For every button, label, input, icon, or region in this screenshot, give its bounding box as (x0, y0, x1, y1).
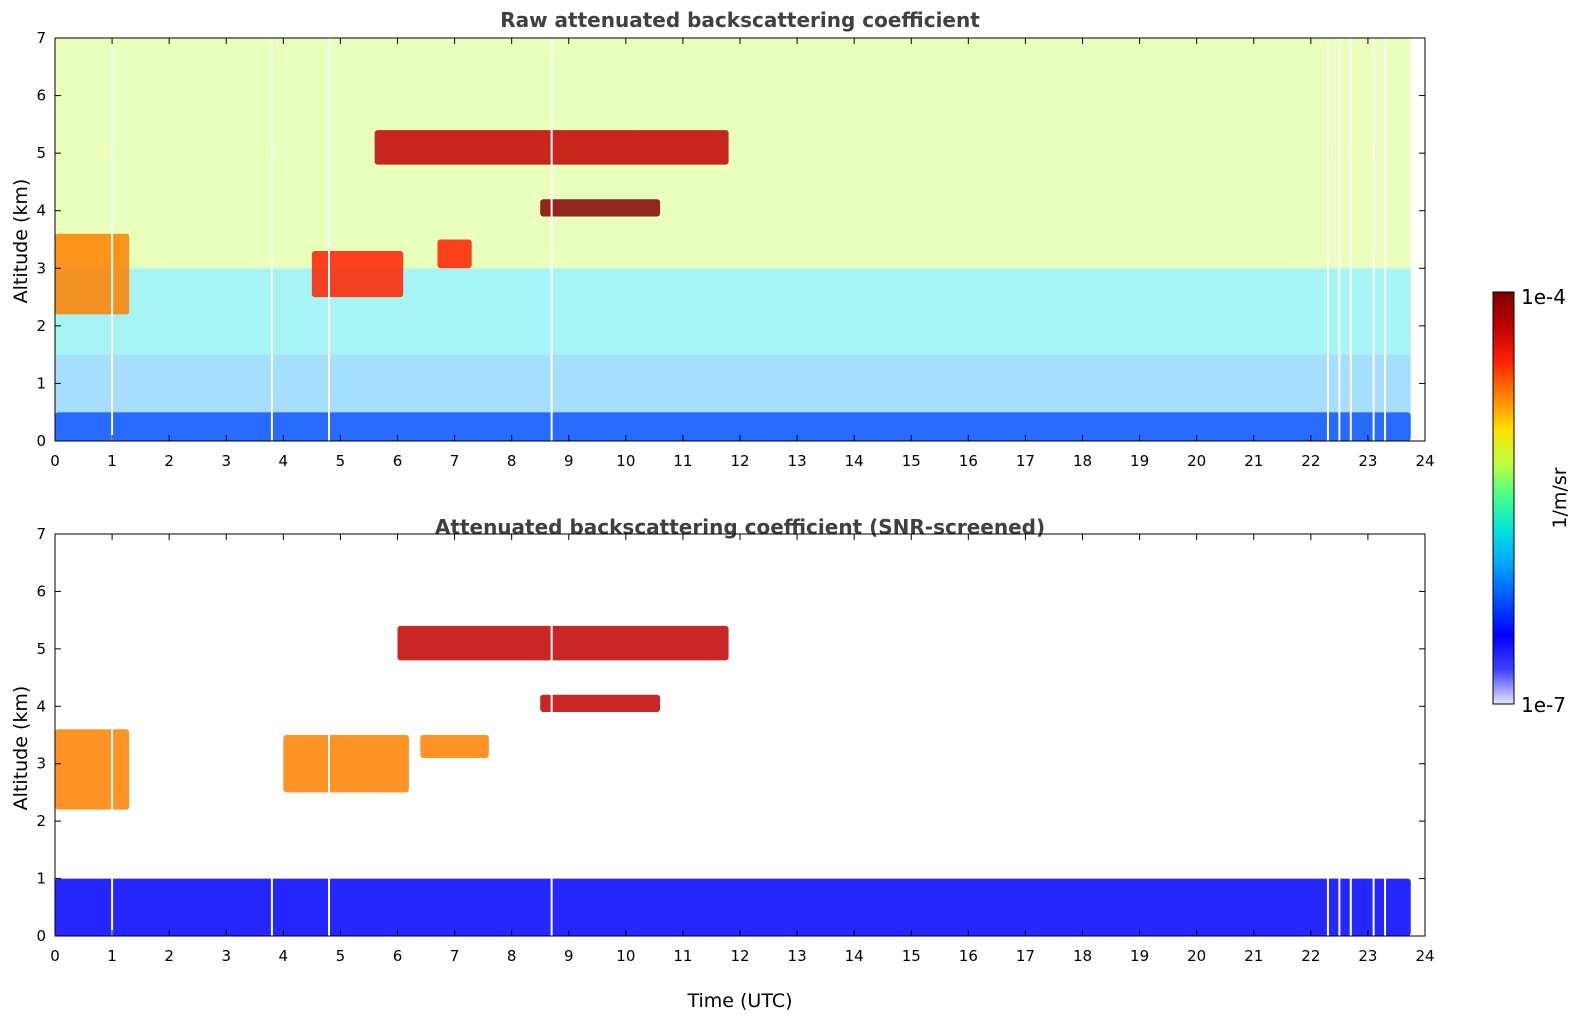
x-tick-label: 0 (50, 947, 60, 965)
x-tick-label: 11 (673, 947, 692, 965)
x-tick-label: 11 (673, 452, 692, 470)
x-tick-label: 16 (959, 452, 978, 470)
cloud-layer-mid (283, 735, 409, 793)
x-tick-label: 23 (1358, 452, 1377, 470)
y-tick-label: 3 (36, 259, 46, 277)
cloud-layer-mid (311, 251, 404, 298)
top-plot-area: 0 1 2 3 4 5 6 7 8 9 10 11 12 13 14 15 16 17 18 19 20 21 22 23 24… (36, 29, 1434, 470)
x-tick-label: 1 (107, 947, 117, 965)
cloud-layer-4km (540, 199, 661, 217)
cloud-layer-4km (540, 694, 661, 713)
x-tick-label: 10 (616, 452, 635, 470)
y-tick-label: 5 (36, 144, 46, 162)
x-tick-label: 6 (393, 452, 403, 470)
x-tick-label: 2 (164, 947, 174, 965)
x-tick-label: 5 (336, 947, 346, 965)
cloud-layer-5km (397, 625, 729, 661)
x-tick-label: 8 (507, 947, 517, 965)
top-y-axis-label: Altitude (km) (10, 179, 32, 304)
colorbar-min-label: 1e-7 (1521, 693, 1566, 717)
cloud-layer-low (55, 729, 130, 810)
y-tick-label: 1 (36, 870, 46, 888)
y-tick-label: 2 (36, 812, 46, 830)
y-tick-label: 0 (36, 927, 46, 945)
x-tick-label: 14 (845, 947, 864, 965)
x-tick-label: 5 (336, 452, 346, 470)
x-tick-label: 24 (1415, 947, 1434, 965)
x-tick-label: 7 (450, 947, 460, 965)
x-tick-label: 7 (450, 452, 460, 470)
x-tick-label: 21 (1244, 452, 1263, 470)
bottom-y-axis-label: Altitude (km) (10, 686, 32, 811)
plot-frame (54, 533, 1426, 937)
bottom-plot-area: 0 1 2 3 4 5 6 7 8 9 10 11 12 13 14 15 16 17 18 19 20 21 22 23 24… (36, 525, 1434, 965)
x-axis-label: Time (UTC) (686, 990, 792, 1012)
x-tick-label: 17 (1016, 947, 1035, 965)
x-tick-label: 12 (730, 947, 749, 965)
x-tick-label: 13 (788, 947, 807, 965)
x-tick-label: 9 (564, 452, 574, 470)
x-tick-label: 22 (1301, 947, 1320, 965)
x-tick-label: 24 (1415, 452, 1434, 470)
x-tick-label: 8 (507, 452, 517, 470)
x-tick-label: 19 (1130, 452, 1149, 470)
boundary-layer (55, 412, 1411, 441)
y-tick-label: 2 (36, 317, 46, 335)
x-tick-label: 15 (902, 452, 921, 470)
x-tick-label: 18 (1073, 947, 1092, 965)
noise-band (55, 38, 1411, 154)
x-tick-label: 1 (107, 452, 117, 470)
x-tick-label: 12 (730, 452, 749, 470)
top-chart-title: Raw attenuated backscattering coefficien… (500, 8, 980, 32)
x-tick-label: 20 (1187, 947, 1206, 965)
cloud-layer-7h (437, 239, 472, 269)
colorbar-max-label: 1e-4 (1521, 285, 1566, 309)
x-tick-label: 13 (788, 452, 807, 470)
x-tick-label: 22 (1301, 452, 1320, 470)
x-tick-label: 19 (1130, 947, 1149, 965)
x-tick-label: 0 (50, 452, 60, 470)
x-tick-label: 2 (164, 452, 174, 470)
x-tick-label: 15 (902, 947, 921, 965)
bottom-chart-panel: Attenuated backscattering coefficient (S… (10, 515, 1435, 1012)
x-tick-label: 6 (393, 947, 403, 965)
y-tick-label: 6 (36, 87, 46, 105)
noise-band (55, 354, 1411, 413)
y-tick-label: 7 (36, 29, 46, 47)
colorbar: 1e-4 1e-7 1/m/sr (1492, 285, 1571, 717)
y-tick-label: 4 (36, 202, 46, 220)
x-tick-label: 18 (1073, 452, 1092, 470)
x-tick-label: 3 (221, 452, 231, 470)
cloud-layer-7h (420, 735, 489, 758)
boundary-layer (55, 878, 1411, 936)
y-tick-label: 7 (36, 525, 46, 543)
y-tick-label: 4 (36, 697, 46, 715)
x-tick-label: 3 (221, 947, 231, 965)
x-tick-label: 4 (279, 452, 289, 470)
top-chart-panel: Raw attenuated backscattering coefficien… (10, 8, 1435, 470)
x-tick-label: 14 (845, 452, 864, 470)
y-tick-label: 6 (36, 582, 46, 600)
x-tick-label: 23 (1358, 947, 1377, 965)
x-tick-label: 16 (959, 947, 978, 965)
x-tick-label: 10 (616, 947, 635, 965)
colorbar-gradient (1492, 291, 1515, 705)
x-tick-label: 17 (1016, 452, 1035, 470)
x-tick-label: 21 (1244, 947, 1263, 965)
y-tick-label: 5 (36, 640, 46, 658)
y-tick-label: 0 (36, 432, 46, 450)
noise-band (55, 153, 1411, 269)
cloud-layer-low (55, 233, 130, 315)
colorbar-unit-label: 1/m/sr (1549, 467, 1571, 528)
noise-band (55, 268, 1411, 355)
x-tick-label: 20 (1187, 452, 1206, 470)
y-tick-label: 3 (36, 755, 46, 773)
x-tick-label: 9 (564, 947, 574, 965)
x-tick-label: 4 (279, 947, 289, 965)
y-tick-label: 1 (36, 374, 46, 392)
